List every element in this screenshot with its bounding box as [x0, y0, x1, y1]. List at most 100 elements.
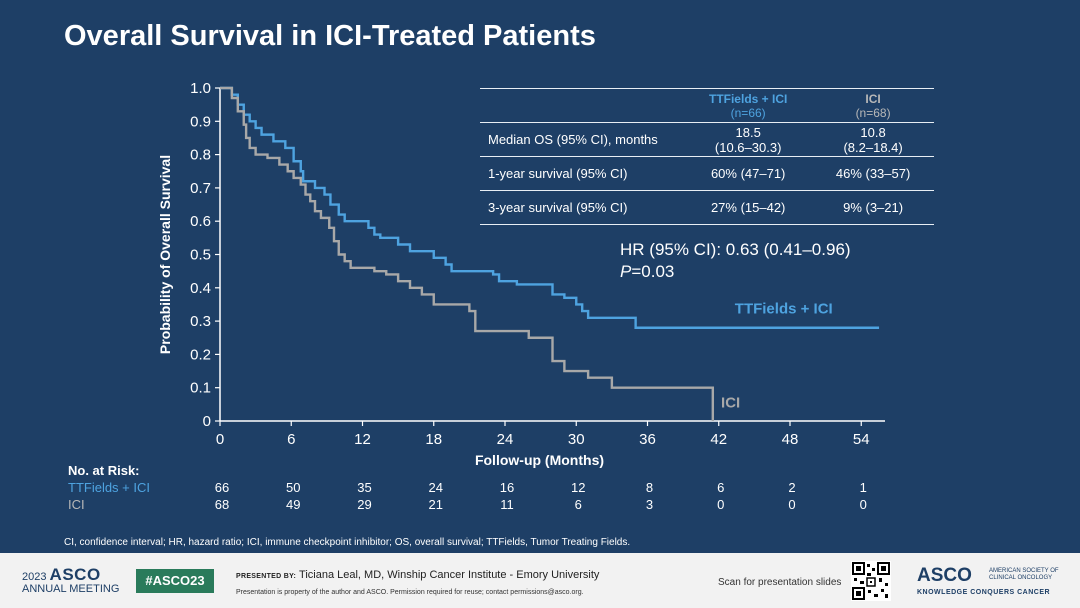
stats-header-ttfields-name: TTFields + ICI: [708, 91, 788, 106]
x-tick-label: 42: [710, 431, 727, 448]
x-tick-label: 6: [287, 431, 295, 448]
presented-by: PRESENTED BY: Ticiana Leal, MD, Winship …: [236, 569, 599, 581]
risk-value: 0: [717, 497, 725, 512]
x-tick-label: 12: [354, 431, 371, 448]
x-tick-label: 48: [782, 431, 799, 448]
risk-row-label-ttfields: TTFields + ICI: [68, 480, 150, 495]
stats-header-ici: ICI (n=68): [812, 89, 934, 123]
stats-value: 60% (47–71): [710, 166, 786, 181]
stats-row-3yr: 3-year survival (95% CI) 27% (15–42) 9% …: [480, 191, 934, 225]
risk-value: 68: [214, 497, 230, 512]
stats-row-label: 3-year survival (95% CI): [488, 200, 628, 215]
y-tick-label: 0.9: [190, 113, 211, 130]
x-tick-label: 30: [568, 431, 585, 448]
society-slogan: KNOWLEDGE CONQUERS CANCER: [917, 589, 1051, 596]
stats-row-label: 1-year survival (95% CI): [488, 166, 628, 181]
risk-value: 49: [286, 497, 301, 512]
stats-cell: 18.5 (10.6–30.3): [684, 123, 812, 157]
p-value-line: P=0.03: [620, 261, 851, 283]
y-tick-label: 0.5: [190, 247, 211, 264]
stats-value-ci: (10.6–30.3): [714, 139, 782, 155]
stats-value: 27% (15–42): [710, 200, 786, 215]
hazard-ratio-line: HR (95% CI): 0.63 (0.41–0.96): [620, 240, 851, 259]
risk-value: 2: [788, 480, 796, 495]
x-tick-label: 0: [216, 431, 224, 448]
risk-value: 6: [574, 497, 582, 512]
x-tick-label: 54: [853, 431, 870, 448]
society-name: AMERICAN SOCIETY OF CLINICAL ONCOLOGY: [989, 568, 1059, 581]
risk-table-header: No. at Risk:: [68, 463, 140, 478]
x-tick-label: 24: [497, 431, 514, 448]
meeting-year: 2023: [22, 571, 47, 583]
y-tick-label: 0.8: [190, 147, 211, 164]
stats-row-1yr: 1-year survival (95% CI) 60% (47–71) 46%…: [480, 157, 934, 191]
risk-value: 21: [428, 497, 443, 512]
stats-header-row: TTFields + ICI (n=66) ICI (n=68): [480, 88, 934, 123]
hashtag-badge: #ASCO23: [136, 569, 214, 593]
p-label: P: [620, 262, 632, 281]
risk-value: 16: [499, 480, 515, 495]
footnote: CI, confidence interval; HR, hazard rati…: [64, 537, 631, 548]
y-axis-label: Probability of Overall Survival: [157, 155, 173, 354]
risk-value: 12: [571, 480, 586, 495]
risk-value: 11: [500, 497, 514, 512]
stats-header-ttfields: TTFields + ICI (n=66): [684, 89, 812, 123]
x-tick-label: 18: [425, 431, 442, 448]
footer-bar: 2023 ASCO ANNUAL MEETING #ASCO23 PRESENT…: [0, 553, 1080, 608]
stats-row-median: Median OS (95% CI), months 18.5 (10.6–30…: [480, 123, 934, 157]
asco-meeting-logo: 2023 ASCO ANNUAL MEETING: [22, 566, 120, 595]
risk-value: 3: [645, 497, 654, 512]
risk-value: 50: [286, 480, 301, 495]
chart-labels: TTFields + ICI ICI: [721, 300, 833, 411]
property-notice: Presentation is property of the author a…: [236, 589, 584, 596]
risk-value: 35: [357, 480, 372, 495]
km-curve-ici: [220, 86, 715, 421]
presented-by-label: PRESENTED BY:: [236, 573, 297, 580]
y-tick-label: 0.7: [190, 180, 211, 197]
risk-value: 0: [788, 497, 796, 512]
risk-value: 6: [717, 480, 725, 495]
risk-value: 1: [859, 480, 867, 495]
risk-value: 8: [645, 480, 654, 495]
y-tick-label: 1.0: [190, 80, 211, 97]
hazard-ratio-text: HR (95% CI): 0.63 (0.41–0.96) P=0.03: [620, 239, 851, 283]
stats-header-ttfields-n: (n=66): [730, 105, 766, 120]
y-tick-label: 0.1: [190, 380, 211, 397]
stats-table: TTFields + ICI (n=66) ICI (n=68) Median …: [480, 88, 934, 225]
society-logo-text: ASCO: [917, 565, 972, 586]
chart-curves: [220, 86, 880, 421]
scan-prompt: Scan for presentation slides: [718, 577, 842, 588]
stats-cell: 10.8 (8.2–18.4): [812, 123, 934, 157]
y-tick-label: 0.6: [190, 213, 211, 230]
qr-code-icon[interactable]: [851, 561, 891, 601]
stats-value: 10.8: [860, 124, 886, 140]
stats-value: 46% (33–57): [835, 166, 911, 181]
stats-value: 18.5: [735, 124, 761, 140]
chart-axes: 0 6 12 18 24 30 36 42 48 54 0 0.1 0.2 0.3 0.4 0.5 0.6 0.7…: [157, 80, 885, 468]
meeting-asco: ASCO: [49, 565, 101, 584]
risk-value: 0: [859, 497, 867, 512]
stats-header-empty: [480, 89, 684, 123]
p-value: =0.03: [631, 262, 675, 281]
y-tick-label: 0.2: [190, 346, 211, 363]
curve-annotation-ici: ICI: [721, 395, 740, 412]
risk-row-label-ici: ICI: [68, 497, 85, 512]
meeting-name: ANNUAL MEETING: [22, 583, 120, 595]
x-axis-label: Follow-up (Months): [475, 452, 604, 468]
slide-title: Overall Survival in ICI-Treated Patients: [64, 20, 596, 52]
stats-value-ci: (8.2–18.4): [843, 139, 903, 155]
x-tick-label: 36: [639, 431, 656, 448]
km-curve-ttfields: [220, 86, 880, 329]
stats-row-label: Median OS (95% CI), months: [488, 132, 658, 147]
y-tick-label: 0: [203, 413, 211, 430]
asco-society-logo: ASCO AMERICAN SOCIETY OF CLINICAL ONCOLO…: [917, 565, 1059, 596]
risk-value: 24: [428, 480, 443, 495]
presenter-name: Ticiana Leal, MD, Winship Cancer Institu…: [299, 569, 600, 581]
stats-value: 9% (3–21): [843, 200, 904, 215]
risk-value: 29: [357, 497, 372, 512]
risk-value: 66: [214, 480, 230, 495]
curve-annotation-ttfields: TTFields + ICI: [735, 300, 833, 317]
y-tick-label: 0.4: [190, 280, 211, 297]
